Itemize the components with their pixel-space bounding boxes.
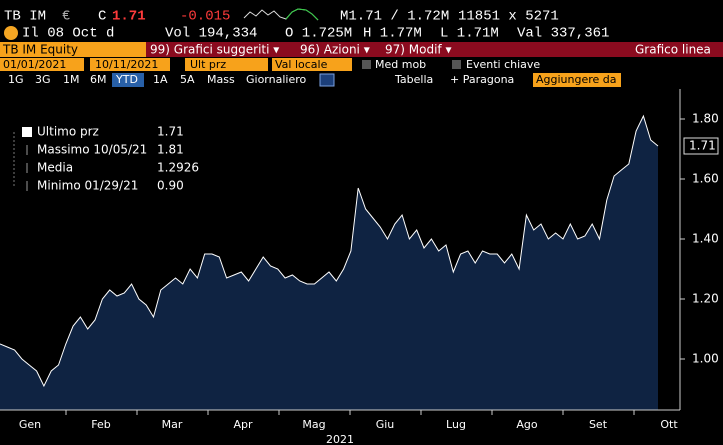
last-price-box (683, 137, 719, 155)
legend-value: 1.2926 (157, 161, 199, 175)
moving-avg[interactable]: Med mob (375, 58, 426, 71)
input[interactable] (90, 58, 170, 71)
add-input[interactable]: Aggiungere da (536, 73, 617, 86)
x-tick-label: Ott (660, 418, 678, 431)
legend-value: 0.90 (157, 179, 184, 193)
period-button[interactable]: 6M (90, 73, 107, 86)
bid-ask: M1.71 / 1.72M (340, 9, 449, 25)
change: -0.015 (180, 9, 230, 25)
x-tick-label: Mar (162, 418, 183, 431)
open: O 1.725M (285, 26, 352, 42)
symbol: TB IM (4, 9, 46, 25)
menu-item[interactable]: 99) Grafici suggeriti ▾ (150, 43, 279, 57)
x-tick-label: Ago (516, 418, 538, 431)
period-button[interactable]: 1M (63, 73, 80, 86)
menu-item[interactable]: 97) Modif ▾ (385, 43, 451, 57)
chart-kind[interactable]: Grafico linea (635, 43, 711, 57)
x-tick-label: Set (589, 418, 608, 431)
field[interactable]: Ult prz (190, 58, 226, 71)
y-tick-label: 1.80 (692, 112, 719, 126)
y-tick-label: 1.00 (692, 352, 719, 366)
status-icon (4, 26, 18, 40)
period-button[interactable]: 1G (8, 73, 24, 86)
period-button[interactable]: 5A (180, 73, 195, 86)
menu-item[interactable]: 96) Azioni ▾ (300, 43, 370, 57)
x-tick-label: Mag (302, 418, 325, 431)
period-button[interactable]: 3G (35, 73, 51, 86)
period-selected (112, 73, 144, 87)
legend-value: 1.71 (157, 125, 184, 139)
x-axis-label: 2021 (326, 433, 354, 445)
x-tick-label: Giu (376, 418, 395, 431)
close-label: C (98, 9, 106, 25)
input[interactable] (0, 58, 84, 71)
legend-label: Minimo 01/29/21 (37, 179, 138, 193)
input[interactable] (272, 58, 352, 71)
high: H 1.77M (363, 26, 422, 42)
y-tick-label: 1.20 (692, 292, 719, 306)
x-tick-label: Feb (91, 418, 110, 431)
input[interactable] (185, 58, 268, 71)
price: 1.71 (112, 9, 146, 25)
checkbox[interactable] (452, 60, 461, 69)
period-button[interactable]: 1A (153, 73, 168, 86)
events[interactable]: Eventi chiave (466, 58, 540, 71)
compare-button[interactable]: + Paragona (450, 73, 514, 86)
sparkline-today (285, 8, 319, 21)
currency: € (62, 9, 70, 25)
size: 11851 x 5271 (458, 9, 559, 25)
end-date[interactable]: 10/11/2021 (95, 58, 158, 71)
date: Il 08 Oct d (22, 26, 114, 42)
period-button[interactable]: YTD (115, 73, 138, 86)
low: L 1.71M (440, 26, 499, 42)
frequency[interactable]: Giornaliero (246, 73, 307, 86)
last-price-label: 1.71 (689, 139, 716, 153)
value-traded: Val 337,361 (517, 26, 609, 42)
input[interactable] (533, 73, 621, 87)
start-date[interactable]: 01/01/2021 (3, 58, 66, 71)
currency-select[interactable]: Val locale (275, 58, 328, 71)
table-button[interactable]: Tabella (394, 73, 433, 86)
checkbox[interactable] (362, 60, 371, 69)
legend-label: Massimo 10/05/21 (37, 143, 147, 157)
ticker[interactable]: TB IM Equity (2, 43, 78, 57)
menu-bar (146, 42, 723, 57)
legend-label: Media (37, 161, 73, 175)
legend-box (4, 120, 208, 196)
y-tick-label: 1.40 (692, 232, 719, 246)
price-line (0, 114, 659, 388)
x-tick-label: Apr (233, 418, 253, 431)
legend-value: 1.81 (157, 143, 184, 157)
ticker-box[interactable] (0, 42, 146, 57)
y-tick-label: 1.60 (692, 172, 719, 186)
x-tick-label: Gen (19, 418, 41, 431)
legend-label: Ultimo prz (37, 125, 99, 139)
x-tick-label: Lug (446, 418, 466, 431)
period-button[interactable]: Mass (207, 73, 235, 86)
volume: Vol 194,334 (165, 26, 257, 42)
chart-icon[interactable] (319, 73, 335, 87)
legend-swatch (22, 127, 32, 137)
area (0, 116, 658, 410)
